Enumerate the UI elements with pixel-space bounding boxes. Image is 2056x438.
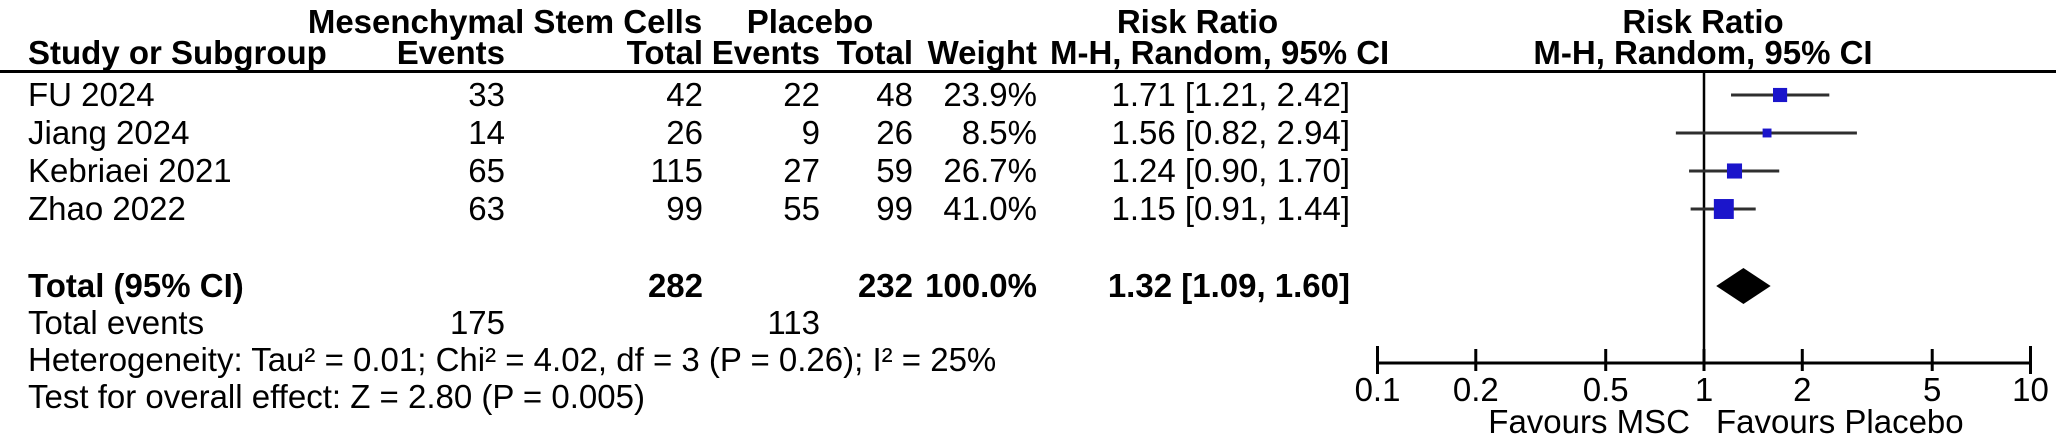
col-header-events-msc: Events bbox=[396, 34, 505, 71]
cell-study: FU 2024 bbox=[28, 76, 155, 113]
col-header-total-placebo: Total bbox=[836, 34, 913, 71]
cell-total2: 59 bbox=[876, 152, 913, 189]
axis-tick-label: 0.5 bbox=[1583, 371, 1629, 408]
cell-rr_text: 1.15 [0.91, 1.44] bbox=[1111, 190, 1350, 227]
risk-ratio-header-left: Risk Ratio bbox=[1116, 3, 1279, 40]
cell-total1: 115 bbox=[650, 152, 703, 189]
axis-tick-label: 0.2 bbox=[1453, 371, 1499, 408]
cell-study: Zhao 2022 bbox=[28, 190, 186, 227]
effect-square bbox=[1773, 87, 1788, 103]
col-header-events-placebo: Events bbox=[711, 34, 820, 71]
favours-left-label: Favours MSC bbox=[1488, 403, 1690, 438]
cell-weight: 8.5% bbox=[961, 114, 1037, 151]
total-row-total1: 282 bbox=[647, 267, 703, 304]
axis-tick-label: 10 bbox=[2012, 371, 2049, 408]
cell-total1: 99 bbox=[666, 190, 703, 227]
cell-events2: 22 bbox=[783, 76, 820, 113]
group-header-msc: Mesenchymal Stem Cells bbox=[307, 3, 703, 40]
axis-tick-label: 5 bbox=[1923, 371, 1941, 408]
cell-rr_text: 1.71 [1.21, 2.42] bbox=[1111, 76, 1350, 113]
heterogeneity-note: Heterogeneity: Tau² = 0.01; Chi² = 4.02,… bbox=[28, 341, 997, 378]
cell-events2: 55 bbox=[783, 190, 820, 227]
col-header-mh-left: M-H, Random, 95% CI bbox=[1050, 34, 1390, 71]
cell-study: Jiang 2024 bbox=[28, 114, 190, 151]
cell-total2: 26 bbox=[876, 114, 913, 151]
cell-events2: 9 bbox=[801, 114, 820, 151]
col-header-total-msc: Total bbox=[626, 34, 703, 71]
total-row-total2: 232 bbox=[857, 267, 913, 304]
col-header-study: Study or Subgroup bbox=[28, 34, 327, 71]
effect-square bbox=[1762, 128, 1772, 138]
axis-tick-label: 2 bbox=[1793, 371, 1811, 408]
total-events-events2: 113 bbox=[767, 304, 820, 341]
total-events-events1: 175 bbox=[449, 304, 505, 341]
pooled-diamond bbox=[1716, 268, 1771, 304]
cell-total2: 99 bbox=[876, 190, 913, 227]
cell-events1: 33 bbox=[468, 76, 505, 113]
cell-total2: 48 bbox=[876, 76, 913, 113]
cell-total1: 42 bbox=[666, 76, 703, 113]
cell-total1: 26 bbox=[666, 114, 703, 151]
col-header-weight: Weight bbox=[927, 34, 1037, 71]
effect-square bbox=[1713, 199, 1734, 219]
cell-weight: 41.0% bbox=[943, 190, 1037, 227]
effect-square bbox=[1726, 163, 1743, 179]
risk-ratio-header-right: Risk Ratio bbox=[1622, 3, 1784, 40]
total-row-rr: 1.32 [1.09, 1.60] bbox=[1107, 267, 1350, 304]
cell-events1: 65 bbox=[468, 152, 505, 189]
overall-effect-note: Test for overall effect: Z = 2.80 (P = 0… bbox=[28, 378, 645, 415]
total-row-label: Total (95% CI) bbox=[28, 267, 244, 304]
group-header-placebo: Placebo bbox=[746, 3, 874, 40]
axis-tick-label: 1 bbox=[1695, 371, 1713, 408]
total-row-weight: 100.0% bbox=[925, 267, 1037, 304]
cell-study: Kebriaei 2021 bbox=[28, 152, 232, 189]
header-divider bbox=[0, 70, 2056, 73]
axis-tick-label: 0.1 bbox=[1355, 371, 1401, 408]
cell-rr_text: 1.56 [0.82, 2.94] bbox=[1111, 114, 1350, 151]
cell-weight: 23.9% bbox=[943, 76, 1037, 113]
cell-events2: 27 bbox=[783, 152, 820, 189]
favours-right-label: Favours Placebo bbox=[1716, 403, 1964, 438]
col-header-mh-right: M-H, Random, 95% CI bbox=[1533, 34, 1873, 71]
cell-weight: 26.7% bbox=[943, 152, 1037, 189]
cell-rr_text: 1.24 [0.90, 1.70] bbox=[1111, 152, 1350, 189]
total-events-label: Total events bbox=[28, 304, 205, 341]
cell-events1: 63 bbox=[468, 190, 505, 227]
cell-events1: 14 bbox=[468, 114, 505, 151]
